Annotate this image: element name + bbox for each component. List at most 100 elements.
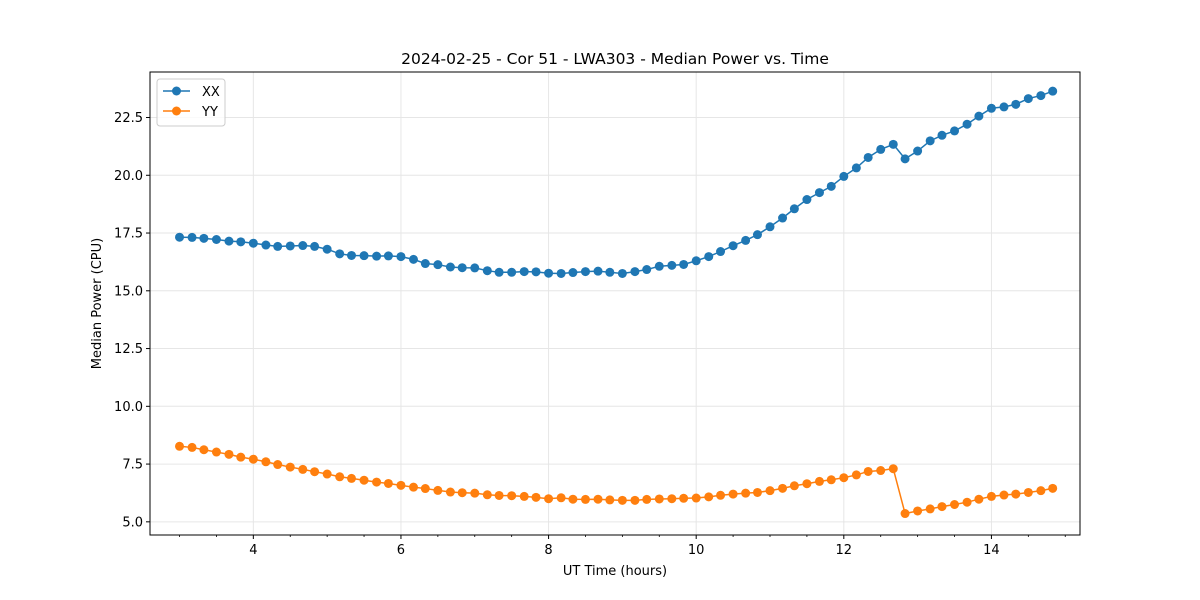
data-point-xx: [962, 119, 972, 129]
data-point-yy: [187, 442, 197, 452]
data-point-yy: [175, 441, 185, 451]
data-point-xx: [1023, 94, 1033, 104]
data-point-yy: [335, 472, 345, 482]
data-point-yy: [519, 491, 529, 501]
data-point-yy: [630, 495, 640, 505]
data-point-yy: [716, 490, 726, 500]
data-point-yy: [285, 462, 295, 472]
data-point-xx: [322, 244, 332, 254]
data-point-xx: [876, 144, 886, 154]
data-point-yy: [802, 479, 812, 489]
data-point-yy: [913, 506, 923, 516]
data-point-xx: [888, 139, 898, 149]
data-point-xx: [470, 263, 480, 273]
data-point-yy: [261, 457, 271, 467]
data-point-yy: [962, 497, 972, 507]
data-point-yy: [851, 470, 861, 480]
x-tick-label: 14: [983, 543, 1000, 558]
legend-label-yy: YY: [201, 105, 218, 120]
data-point-xx: [814, 188, 824, 198]
data-point-xx: [261, 240, 271, 250]
data-point-yy: [347, 473, 356, 483]
series-yy: [175, 441, 1058, 519]
data-point-yy: [248, 454, 258, 464]
x-tick-label: 6: [397, 543, 405, 558]
data-point-yy: [925, 504, 935, 514]
data-point-xx: [913, 146, 923, 156]
data-point-xx: [630, 267, 640, 277]
data-point-xx: [605, 267, 615, 277]
data-point-yy: [900, 509, 910, 519]
data-point-yy: [863, 466, 873, 476]
data-point-xx: [704, 252, 714, 262]
data-point-xx: [347, 250, 356, 260]
data-point-yy: [199, 445, 209, 455]
x-tick-label: 8: [544, 543, 552, 558]
data-point-xx: [420, 259, 430, 269]
data-point-xx: [778, 213, 788, 223]
data-point-xx: [863, 152, 873, 162]
data-point-yy: [999, 490, 1009, 500]
data-point-yy: [974, 494, 984, 504]
data-point-xx: [568, 268, 578, 278]
data-point-yy: [531, 492, 541, 502]
data-point-xx: [507, 267, 517, 277]
data-point-xx: [433, 260, 443, 270]
data-point-xx: [175, 232, 185, 242]
data-point-xx: [298, 241, 308, 251]
y-tick-label: 10.0: [114, 400, 143, 415]
data-point-yy: [211, 447, 221, 457]
series-xx: [175, 86, 1058, 278]
y-tick-label: 20.0: [114, 169, 143, 184]
axis-ticks: 5.0 7.5 10.0 12.5 15.0 17.5 20.0 22.5 4 6 8 10 12 14: [114, 111, 1066, 558]
data-point-yy: [765, 486, 775, 496]
plot-area-frame: [149, 71, 1081, 536]
y-tick-label: 22.5: [114, 111, 143, 126]
data-point-xx: [372, 251, 382, 261]
data-point-yy: [470, 488, 480, 498]
data-point-xx: [248, 238, 258, 248]
data-point-xx: [789, 204, 799, 214]
data-point-xx: [826, 181, 836, 191]
y-tick-label: 17.5: [114, 227, 143, 242]
data-point-xx: [273, 241, 283, 251]
data-point-yy: [544, 494, 554, 504]
x-tick-label: 10: [688, 543, 705, 558]
legend: XX YY: [156, 78, 226, 127]
data-point-xx: [199, 233, 209, 243]
data-point-yy: [1011, 489, 1021, 499]
x-tick-label: 12: [836, 543, 853, 558]
data-point-yy: [580, 494, 590, 504]
data-point-xx: [765, 222, 775, 232]
series-layer: [175, 86, 1058, 519]
data-point-yy: [642, 494, 652, 504]
data-point-yy: [556, 493, 566, 503]
data-point-yy: [605, 495, 615, 505]
data-point-yy: [814, 476, 824, 486]
data-point-yy: [372, 477, 382, 487]
data-point-xx: [531, 267, 541, 277]
y-tick-label: 5.0: [122, 515, 143, 530]
y-axis-label: Median Power (CPU): [90, 238, 105, 369]
data-point-xx: [494, 267, 504, 277]
data-point-yy: [593, 494, 603, 504]
data-point-xx: [839, 171, 849, 181]
data-point-xx: [851, 163, 861, 173]
data-point-xx: [580, 267, 590, 277]
data-point-xx: [359, 251, 369, 261]
data-point-yy: [383, 478, 393, 488]
data-point-xx: [285, 241, 295, 251]
data-point-xx: [617, 268, 627, 278]
data-point-xx: [519, 267, 529, 277]
data-point-yy: [273, 460, 283, 470]
data-point-yy: [839, 473, 849, 483]
data-point-xx: [679, 259, 689, 269]
data-point-yy: [322, 469, 332, 479]
chart-title: 2024-02-25 - Cor 51 - LWA303 - Median Po…: [401, 50, 829, 68]
data-point-yy: [752, 487, 762, 497]
data-point-yy: [310, 467, 320, 477]
data-point-yy: [1036, 486, 1046, 496]
data-point-xx: [187, 232, 197, 242]
data-point-xx: [728, 241, 738, 251]
data-point-xx: [445, 262, 455, 272]
